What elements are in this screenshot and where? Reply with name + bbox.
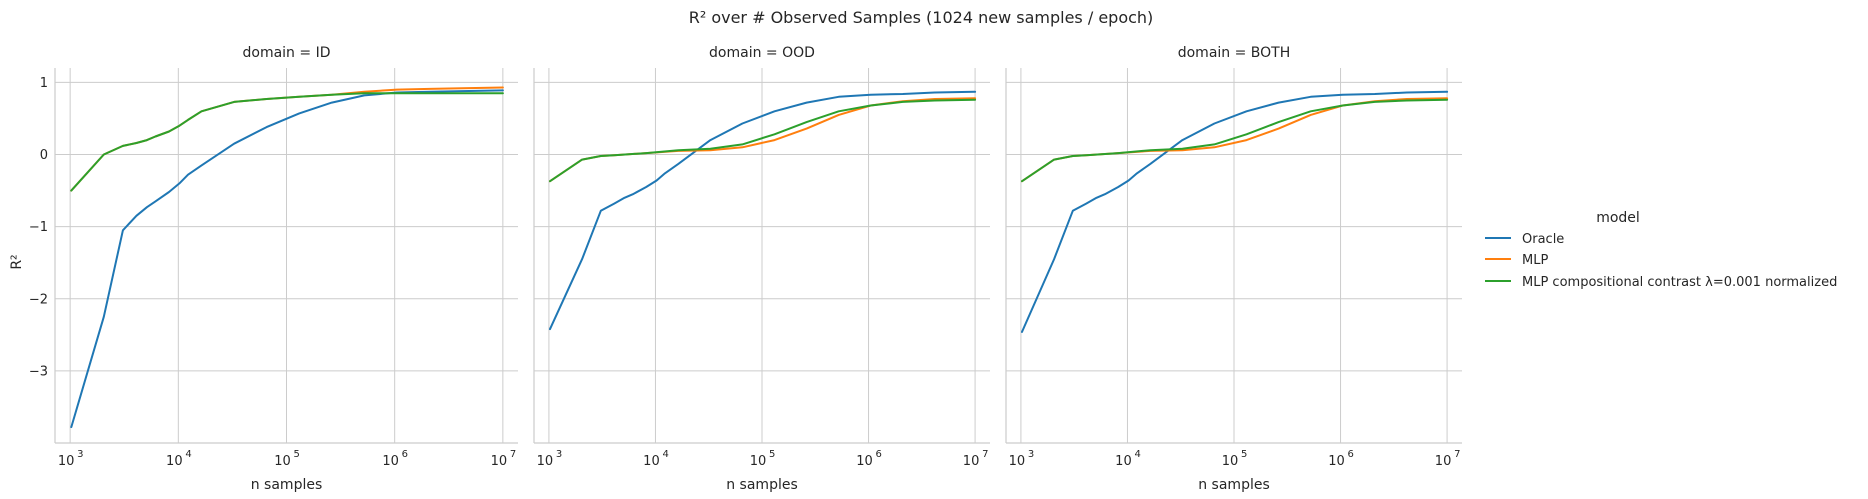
x-tick-exponent: 7 [510, 449, 516, 460]
legend-label-mlp: MLP [1522, 253, 1548, 268]
series-line-mlp [1021, 98, 1449, 183]
x-tick-exponent: 5 [294, 449, 300, 460]
x-axis-label: n samples [1198, 477, 1270, 493]
x-tick-exponent: 6 [1348, 449, 1354, 460]
y-tick-label: −2 [29, 292, 48, 307]
panel-title: domain = OOD [709, 45, 815, 61]
x-tick-exponent: 6 [402, 449, 408, 460]
x-tick-label: 10 [1328, 454, 1345, 469]
series-line-mlp [70, 86, 504, 192]
x-tick-label: 10 [750, 454, 767, 469]
x-tick-exponent: 4 [185, 449, 191, 460]
y-axis-label: R² [9, 254, 25, 269]
x-tick-label: 10 [1435, 454, 1452, 469]
x-tick-exponent: 4 [662, 449, 668, 460]
x-tick-label: 10 [643, 454, 660, 469]
legend-title: model [1596, 210, 1640, 226]
series-line-mlp [549, 98, 977, 183]
x-tick-exponent: 7 [982, 449, 988, 460]
x-tick-label: 10 [274, 454, 291, 469]
legend-label-oracle: Oracle [1522, 232, 1564, 247]
x-tick-exponent: 5 [1241, 449, 1247, 460]
x-tick-label: 10 [58, 454, 75, 469]
x-tick-exponent: 3 [556, 449, 562, 460]
x-tick-label: 10 [963, 454, 980, 469]
series-line-mlp [1021, 97, 1449, 183]
x-tick-label: 10 [491, 454, 508, 469]
legend-label-mlp-contrast: MLP compositional contrast λ=0.001 norma… [1522, 275, 1837, 290]
x-tick-exponent: 6 [876, 449, 882, 460]
x-tick-label: 10 [166, 454, 183, 469]
x-tick-exponent: 3 [77, 449, 83, 460]
y-tick-label: −3 [29, 364, 48, 379]
x-axis-label: n samples [251, 477, 323, 493]
x-tick-exponent: 7 [1454, 449, 1460, 460]
x-tick-exponent: 5 [769, 449, 775, 460]
legend: model Oracle MLP MLP compositional contr… [1485, 210, 1837, 290]
panel-title: domain = ID [243, 45, 331, 61]
series-line-mlp [70, 92, 504, 192]
x-tick-label: 10 [856, 454, 873, 469]
x-tick-label: 10 [1115, 454, 1132, 469]
y-tick-label: 1 [40, 76, 48, 91]
x-tick-exponent: 4 [1134, 449, 1140, 460]
x-tick-label: 10 [537, 454, 554, 469]
x-tick-label: 10 [1222, 454, 1239, 469]
y-tick-label: 0 [40, 148, 48, 163]
figure-title: R² over # Observed Samples (1024 new sam… [689, 8, 1154, 27]
x-tick-label: 10 [1009, 454, 1026, 469]
series-line-mlp [549, 97, 977, 183]
y-tick-label: −1 [29, 220, 48, 235]
x-tick-label: 10 [382, 454, 399, 469]
x-axis-label: n samples [726, 477, 798, 493]
x-tick-exponent: 3 [1028, 449, 1034, 460]
series-line-oracle [549, 90, 977, 331]
series-line-oracle [70, 89, 504, 429]
panel-title: domain = BOTH [1178, 45, 1291, 61]
series-line-oracle [1021, 90, 1449, 333]
